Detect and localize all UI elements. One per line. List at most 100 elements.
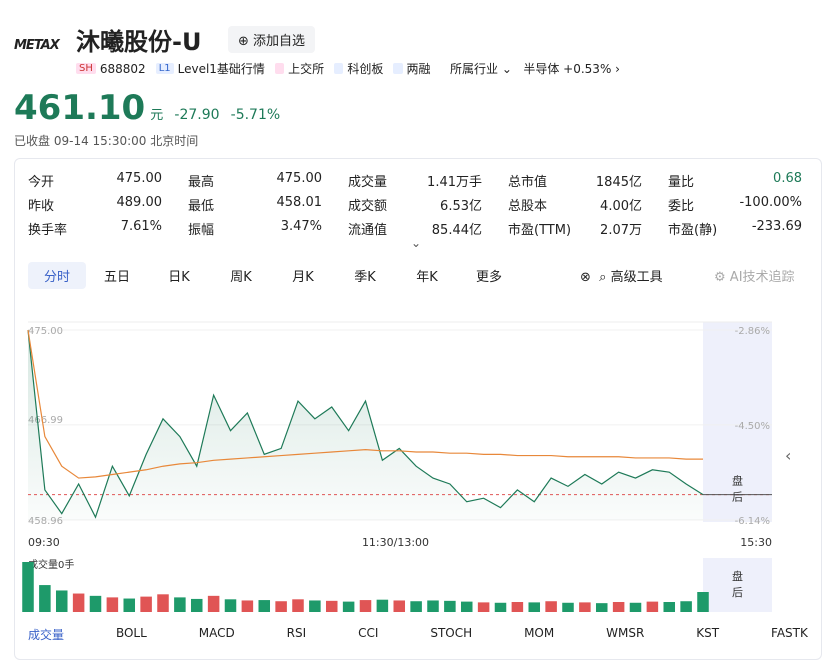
next-arrow[interactable]: ‹ xyxy=(785,446,792,465)
stat: 成交量 1.41万手 xyxy=(334,171,494,190)
volume-bar xyxy=(376,599,389,612)
volume-bar xyxy=(241,600,254,612)
volume-bar xyxy=(140,596,152,612)
volume-bar xyxy=(89,595,102,612)
indicator[interactable]: BOLL xyxy=(115,626,147,640)
volume-bar xyxy=(309,600,321,612)
stat-value: 1845亿 xyxy=(595,174,642,190)
stat-value: 6.53亿 xyxy=(440,198,482,214)
stat-value: 1.41万手 xyxy=(427,174,482,190)
stat: 流通值 85.44亿 xyxy=(334,219,494,238)
indicator[interactable]: MACD xyxy=(198,626,235,640)
tab[interactable]: 日K xyxy=(168,270,190,285)
volume-bar xyxy=(612,602,625,612)
indicator[interactable]: 成交量 xyxy=(28,628,65,642)
logo: METAX xyxy=(14,38,60,53)
volume-bar xyxy=(460,601,473,612)
volume-bar xyxy=(444,600,456,612)
industry-label: 所属行业 xyxy=(450,62,499,76)
stat-value: 85.44亿 xyxy=(431,222,482,238)
stat: 换手率 7.61% xyxy=(14,219,174,238)
stat: 今开 475.00 xyxy=(14,171,174,190)
volume-bar xyxy=(579,602,591,612)
volume-bar xyxy=(258,600,271,612)
ai-tool[interactable]: ⚙ AI技术追踪 xyxy=(714,270,795,285)
indicator[interactable]: MOM xyxy=(524,626,555,640)
indicator[interactable]: KST xyxy=(696,626,720,640)
indicator[interactable]: CCI xyxy=(358,626,379,640)
tab[interactable]: 季K xyxy=(354,270,376,285)
tags: SH 688802 L1 Level1基础行情 上交所 科创板 两融 xyxy=(76,60,441,77)
y2-tick-label: -2.86% xyxy=(735,326,770,337)
volume-bar xyxy=(629,602,642,612)
tab[interactable]: 五日 xyxy=(103,270,130,285)
stock-title: 沐曦股份-U xyxy=(76,28,202,56)
indicator[interactable]: RSI xyxy=(286,626,307,640)
volume-bar xyxy=(477,602,490,612)
tab[interactable]: 年K xyxy=(416,270,438,285)
price-area xyxy=(28,330,703,520)
tag-icon xyxy=(393,63,403,74)
volume-bar xyxy=(123,598,136,612)
stat-label: 流通值 xyxy=(348,222,388,238)
stat: 振幅 3.47% xyxy=(174,219,334,238)
tab[interactable]: 更多 xyxy=(475,270,502,285)
volume-bar xyxy=(72,593,85,612)
x-tick-label: 15:30 xyxy=(740,536,772,549)
volume-bar xyxy=(562,602,574,612)
stat-value: 475.00 xyxy=(116,170,163,186)
tab[interactable]: 月K xyxy=(292,270,314,285)
stat-label: 量比 xyxy=(668,174,695,190)
volume-bar xyxy=(292,599,304,612)
after-hours-zone xyxy=(703,322,772,522)
tag-text: 科创板 xyxy=(347,62,384,76)
stat-label: 昨收 xyxy=(28,198,55,214)
expand[interactable]: ⌄ xyxy=(411,236,422,250)
tz: 北京时间 xyxy=(150,134,199,148)
after-hours-label: 后 xyxy=(732,491,743,504)
change-pct: -5.71% xyxy=(230,107,281,123)
stat-value: 489.00 xyxy=(116,194,163,210)
volume-bar xyxy=(663,602,676,612)
volume-bar xyxy=(511,602,524,612)
quote: 461.10 元 -27.90 -5.71% xyxy=(14,88,280,128)
indicator[interactable]: STOCH xyxy=(430,626,473,640)
industry[interactable]: 所属行业 ⌄ 半导体 +0.53% › xyxy=(450,62,620,76)
watch-button[interactable]: ⊕ 添加自选 xyxy=(228,26,316,53)
stats: 今开 475.00 最高 475.00 成交量 1.41万手 总市值 1845亿 量比 0.68 昨… xyxy=(14,168,814,240)
volume-bar xyxy=(410,601,422,612)
volume-bar xyxy=(545,601,557,612)
stat: 量比 0.68 xyxy=(654,171,814,190)
tag-prefix: L1 xyxy=(155,63,174,74)
tag-icon xyxy=(334,63,344,74)
advanced-tools[interactable]: ⊗ ⌕ 高级工具 xyxy=(580,270,663,285)
stat: 总股本 4.00亿 xyxy=(494,195,654,214)
tag-icon xyxy=(274,63,285,74)
y-tick-label: 475.00 xyxy=(28,326,63,337)
panel xyxy=(14,158,822,660)
volume-bar xyxy=(680,601,692,612)
time: 09-14 15:30:00 xyxy=(53,134,147,148)
stat-value: 2.07万 xyxy=(600,222,642,238)
tag-text: 两融 xyxy=(406,62,431,76)
indicator[interactable]: FASTK xyxy=(771,626,808,640)
tag-text: Level1基础行情 xyxy=(177,62,265,76)
after-hours-label: 后 xyxy=(732,586,743,599)
chart: 475.00 -2.86% 466.99 -4.50% 458.96 -6.14% 09:3… xyxy=(22,321,772,612)
tab[interactable]: 周K xyxy=(230,270,252,285)
stat-value: 4.00亿 xyxy=(600,198,642,214)
tab[interactable]: 分时 xyxy=(28,262,86,289)
stat-label: 委比 xyxy=(668,198,695,214)
after-hours-label: 盘 xyxy=(732,474,743,488)
stat-label: 成交量 xyxy=(348,174,388,190)
stat-label: 最低 xyxy=(188,198,215,214)
x-tick-label: 11:30/13:00 xyxy=(362,536,429,549)
indicator[interactable]: WMSR xyxy=(606,626,645,640)
volume-bar xyxy=(646,601,659,612)
volume-bar xyxy=(207,595,220,612)
volume-bar xyxy=(39,585,51,612)
stat-label: 市盈(静) xyxy=(668,222,718,238)
status-text: 已收盘 xyxy=(14,134,51,148)
stat-value: 0.68 xyxy=(773,170,802,186)
stat-value: -100.00% xyxy=(739,194,802,210)
